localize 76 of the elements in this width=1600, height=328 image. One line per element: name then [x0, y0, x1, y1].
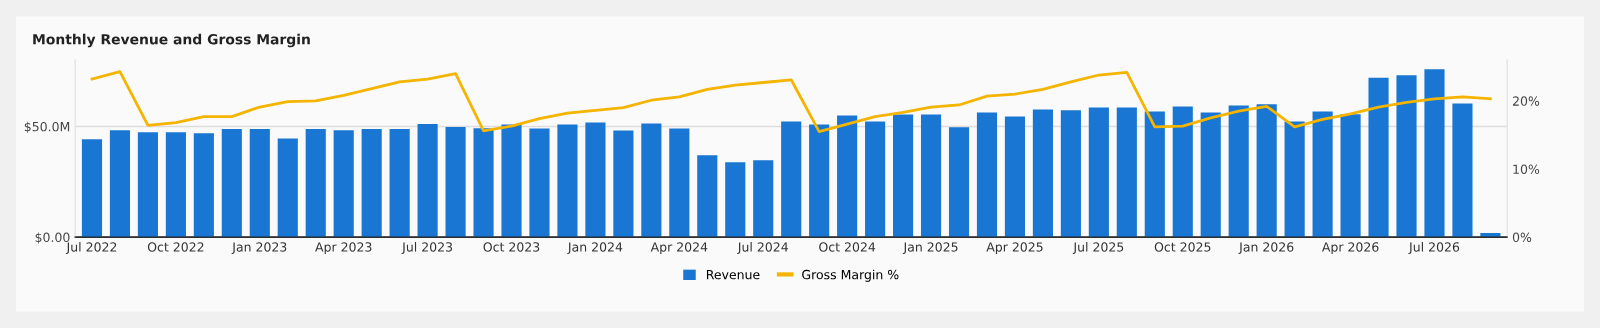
bar	[1032, 109, 1053, 238]
bar	[333, 130, 354, 238]
bar	[976, 112, 998, 238]
bar	[753, 160, 774, 238]
x-tick-label: Oct 2022	[147, 242, 204, 252]
bar	[837, 115, 858, 238]
bar	[193, 133, 214, 238]
line-series	[90, 70, 1492, 133]
bar	[1200, 112, 1221, 238]
bar	[697, 155, 718, 238]
bar	[109, 130, 131, 238]
bar	[529, 128, 550, 238]
bar	[1060, 110, 1081, 238]
bar	[725, 162, 746, 238]
x-tick-label: Jan 2026	[1238, 242, 1294, 255]
bar	[361, 129, 382, 238]
bar	[389, 129, 410, 238]
y-tick-label: $0.00	[35, 232, 70, 244]
bar	[669, 128, 690, 238]
bar	[417, 124, 438, 238]
x-tick-label: Apr 2025	[986, 242, 1043, 255]
x-tick-label: Apr 2026	[1321, 242, 1379, 255]
bar	[1312, 111, 1333, 238]
y2-tick-label: 10%	[1513, 164, 1540, 174]
bar	[1340, 114, 1361, 238]
bar	[893, 114, 914, 238]
x-tick-label: Jul 2026	[1408, 242, 1460, 255]
bar	[920, 114, 942, 238]
bar	[1228, 105, 1249, 238]
x-tick-label: Jul 2023	[401, 242, 453, 255]
x-tick-label: Apr 2024	[650, 242, 708, 255]
bar	[1396, 75, 1417, 238]
x-tick-label: Oct 2023	[483, 242, 540, 252]
y2-tick-label: 20%	[1512, 96, 1540, 106]
bar	[501, 124, 522, 238]
bar	[1116, 107, 1137, 238]
y2-tick-label: 0%	[1512, 232, 1532, 243]
bar	[613, 130, 634, 238]
bar	[1284, 121, 1305, 238]
y-tick-label: $50.0M	[24, 121, 70, 134]
bar	[445, 127, 466, 238]
bar	[473, 128, 494, 238]
bar	[585, 122, 606, 238]
bar	[81, 139, 103, 238]
bar	[1452, 103, 1473, 238]
bar	[781, 121, 802, 238]
x-tick-label: Jan 2023	[231, 242, 287, 255]
chart-title: Monthly Revenue and Gross Margin	[33, 33, 310, 48]
x-tick-label: Jul 2022	[65, 242, 117, 255]
bar	[249, 129, 270, 238]
bar	[809, 124, 830, 238]
bar	[1368, 77, 1389, 238]
bar	[165, 132, 186, 238]
bar	[1256, 104, 1277, 238]
legend-label: Gross Margin %	[802, 269, 899, 282]
x-tick-label: Jan 2024	[567, 242, 623, 255]
x-tick-label: Oct 2024	[819, 242, 876, 252]
bar	[1424, 69, 1445, 238]
bar	[1004, 116, 1026, 238]
bar	[557, 124, 578, 238]
x-tick-label: Oct 2025	[1154, 242, 1211, 252]
x-tick-label: Jul 2025	[1072, 242, 1124, 255]
bar	[277, 138, 298, 238]
bar	[221, 129, 242, 238]
bar	[1172, 106, 1193, 238]
x-tick-label: Jul 2024	[737, 242, 788, 255]
x-tick-label: Apr 2023	[315, 242, 372, 255]
bar	[865, 121, 886, 238]
bar	[1144, 111, 1165, 238]
bar	[1088, 107, 1109, 238]
bar	[305, 129, 326, 238]
bar	[137, 132, 158, 238]
bar	[641, 123, 662, 238]
x-tick-label: Jan 2025	[902, 242, 958, 255]
legend-label: Revenue	[706, 270, 760, 280]
bar	[948, 127, 970, 238]
